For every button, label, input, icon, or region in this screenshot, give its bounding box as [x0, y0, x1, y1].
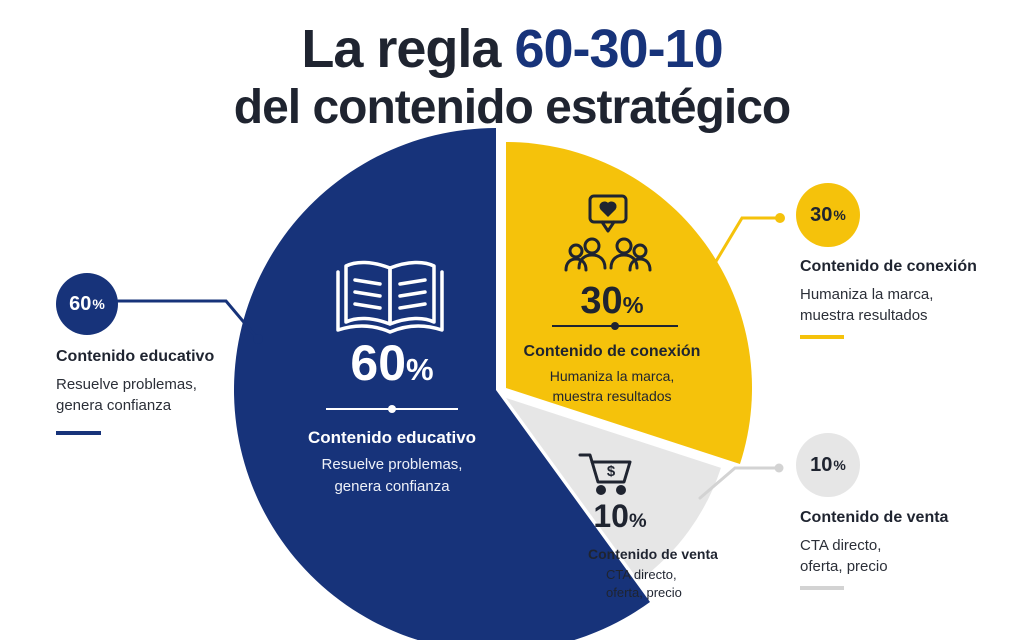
open-book-icon	[336, 260, 444, 334]
legend-badge-venta: 10%	[796, 433, 860, 497]
legend-desc-educativo: Resuelve problemas, genera confianza	[56, 376, 197, 414]
community-heart-icon	[564, 194, 652, 272]
slice-label-conexion: 30%	[512, 282, 712, 320]
slice-value-educativo: 60%	[350, 335, 434, 391]
legend-underline-conexion	[800, 335, 844, 339]
legend-name-venta: Contenido de venta	[800, 509, 949, 526]
legend-name-educativo: Contenido educativo	[56, 348, 215, 365]
connector-dot-educativo	[253, 334, 263, 344]
legend-educativo: Contenido educativo Resuelve problemas, …	[56, 348, 214, 416]
slice-name-educativo: Contenido educativo Resuelve problemas, …	[282, 428, 502, 498]
slice-value-venta: 10%	[593, 498, 647, 534]
pie-slice-venta	[506, 398, 721, 581]
legend-badge-educativo: 60%	[56, 273, 118, 335]
legend-venta: Contenido de venta CTA directo, oferta, …	[800, 509, 948, 577]
legend-desc-conexion: Humaniza la marca, muestra resultados	[800, 286, 934, 324]
slice-desc-educativo: Resuelve problemas, genera confianza	[321, 456, 463, 495]
legend-conexion: Contenido de conexión Humaniza la marca,…	[800, 258, 977, 326]
pie-slice-conexion	[506, 142, 752, 465]
slice-label-venta: 10%	[570, 500, 670, 532]
connector-venta	[698, 466, 781, 500]
svg-text:$: $	[607, 463, 616, 480]
connector-educativo	[116, 299, 260, 341]
legend-name-conexion: Contenido de conexión	[800, 258, 977, 275]
slice-desc-conexion: Humaniza la marca, muestra resultados	[549, 368, 675, 404]
connector-dot-conexion	[775, 213, 785, 223]
connector-conexion	[710, 216, 782, 270]
shopping-cart-icon: $	[578, 453, 632, 495]
pie-slice-educativo	[234, 128, 650, 640]
legend-desc-venta: CTA directo, oferta, precio	[800, 537, 888, 575]
slice-name-venta: Contenido de venta CTA directo, oferta, …	[588, 546, 758, 602]
divider-conexion-dot	[611, 322, 619, 330]
legend-badge-conexion: 30%	[796, 183, 860, 247]
page-subtitle: del contenido estratégico	[233, 81, 791, 134]
title-accent: 60-30-10	[514, 19, 723, 79]
slice-name-conexion: Contenido de conexión Humaniza la marca,…	[507, 343, 717, 406]
legend-underline-venta	[800, 586, 844, 590]
divider-educativo-dot	[388, 405, 396, 413]
slice-value-conexion: 30%	[580, 280, 644, 322]
slice-label-educativo: 60%	[282, 338, 502, 388]
connector-dot-venta	[774, 463, 784, 473]
page-title: La regla 60-30-10	[301, 19, 723, 79]
slice-desc-venta: CTA directo, oferta, precio	[606, 567, 682, 600]
legend-underline-educativo	[56, 431, 101, 435]
